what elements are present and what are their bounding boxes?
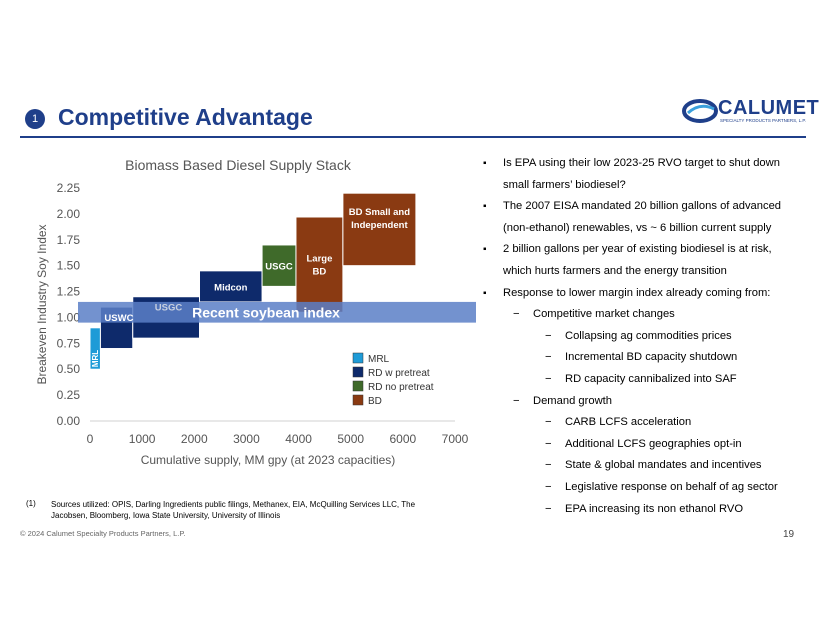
bullet-item: EPA increasing its non ethanol RVO [483,499,803,521]
bullet-item: 2 billion gallons per year of existing b… [483,239,803,282]
block-label: USGC [155,303,183,314]
block-label: MRL [91,350,100,367]
bullet-item: RD capacity cannibalized into SAF [483,369,803,391]
bullet-item: Additional LCFS geographies opt-in [483,434,803,456]
y-tick-label: 0.25 [57,388,81,402]
x-axis-label: Cumulative supply, MM gpy (at 2023 capac… [141,453,396,467]
bullet-item: Is EPA using their low 2023-25 RVO targe… [483,153,803,196]
legend-label: BD [368,396,382,407]
supply-block-midcon [199,270,263,303]
legend-label: RD no pretreat [368,382,434,393]
legend-swatch [352,366,364,378]
bullet-item: Collapsing ag commodities prices [483,326,803,348]
y-tick-label: 1.50 [57,259,81,273]
bullet-list: Is EPA using their low 2023-25 RVO targe… [483,153,803,520]
x-tick-label: 5000 [337,432,364,446]
footnote-number: (1) [26,499,36,508]
y-tick-label: 2.25 [57,181,81,195]
block-label: BD Small and [349,207,410,218]
x-tick-label: 1000 [129,432,156,446]
bullet-item: Incremental BD capacity shutdown [483,347,803,369]
x-tick-label: 7000 [442,432,469,446]
supply-block-large-bd [295,216,344,313]
y-tick-label: 0.00 [57,414,81,428]
x-tick-label: 3000 [233,432,260,446]
section-badge: 1 [25,109,45,129]
legend-label: MRL [368,354,390,365]
block-label: Independent [351,220,408,231]
bullet-item: State & global mandates and incentives [483,455,803,477]
page-title: Competitive Advantage [58,104,313,130]
block-label: BD [313,267,327,278]
y-tick-label: 2.00 [57,207,81,221]
footnote-sources: Sources utilized: OPIS, Darling Ingredie… [51,500,416,520]
soybean-index-band [78,301,476,323]
y-tick-label: 1.25 [57,285,81,299]
y-tick-label: 1.75 [57,233,81,247]
x-tick-label: 6000 [390,432,417,446]
legend-label: RD w pretreat [368,368,430,379]
calumet-logo: CALUMET SPECIALTY PRODUCTS PARTNERS, L.P… [680,96,819,126]
legend-swatch [352,394,364,406]
header-divider [20,136,806,138]
logo-wordmark: CALUMET [718,97,820,119]
block-label: USGC [265,262,293,273]
page-number: 19 [783,529,795,540]
soybean-index-label: Recent soybean index [192,304,340,320]
y-tick-label: 1.00 [57,310,81,324]
x-tick-label: 0 [87,432,94,446]
supply-block-usgc [261,244,297,287]
bullet-item: Demand growth [483,391,803,413]
bullet-item: Legislative response on behalf of ag sec… [483,477,803,499]
supply-stack-chart: Biomass Based Diesel Supply Stack 0.00 0.2… [35,157,476,467]
x-tick-label: 2000 [181,432,208,446]
bullet-item: CARB LCFS acceleration [483,412,803,434]
bullet-item: Response to lower margin index already c… [483,283,803,305]
x-tick-label: 4000 [285,432,312,446]
calumet-logo-icon [682,99,718,123]
legend-swatch [352,380,364,392]
copyright: © 2024 Calumet Specialty Products Partne… [20,529,186,538]
block-label: Large [306,254,332,265]
bullet-item: The 2007 EISA mandated 20 billion gallon… [483,196,803,239]
legend-swatch [352,352,364,364]
block-label: USWC [104,313,133,324]
y-axis-label: Breakeven Industry Soy Index [35,224,49,384]
y-tick-label: 0.50 [57,362,81,376]
supply-block-bd-small-and-independent [342,192,417,267]
chart-title: Biomass Based Diesel Supply Stack [125,157,352,173]
bullet-item: Competitive market changes [483,304,803,326]
y-tick-label: 0.75 [57,336,81,350]
block-label: Midcon [214,282,247,293]
logo-subtitle: SPECIALTY PRODUCTS PARTNERS, L.P. [720,118,807,123]
